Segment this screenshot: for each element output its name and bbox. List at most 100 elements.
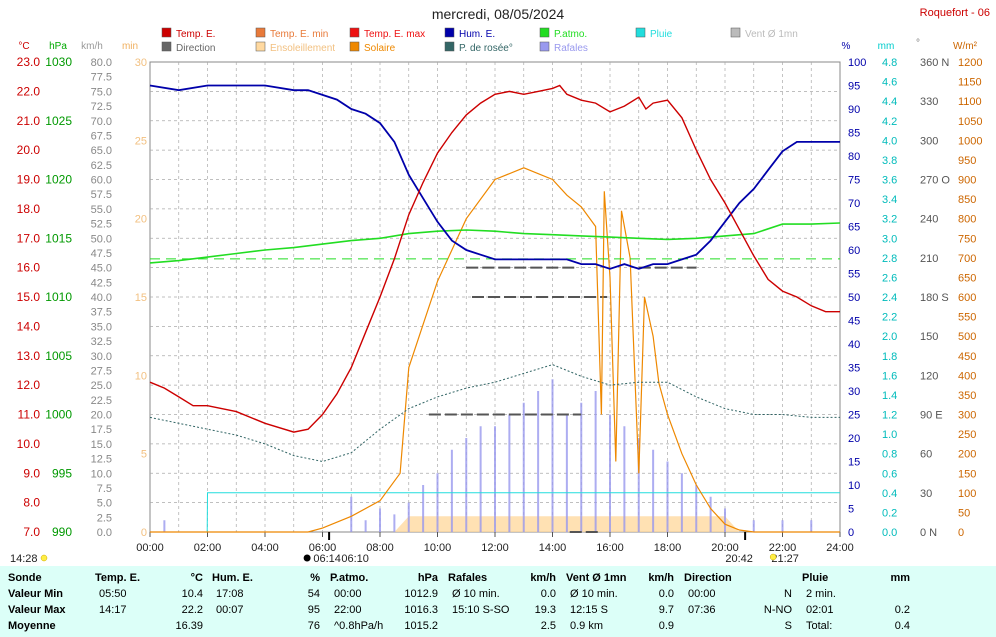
summary-3-2-label: ^0.8hPa/h: [334, 620, 384, 632]
summary-1-0-value: 10.4: [181, 588, 203, 600]
gust-bar-14: [436, 473, 439, 532]
tick-wind-6: 65.0: [91, 145, 112, 157]
summary-1-1-label: 14:17: [99, 604, 127, 616]
unit-sun: min: [122, 41, 138, 52]
tick-temp-6: 17.0: [17, 231, 41, 245]
tick-press-6: 1000: [45, 408, 72, 422]
gust-bar-35: [752, 520, 755, 532]
legend-label-4: P.atmo.: [554, 29, 587, 40]
tick-solar-13: 550: [958, 312, 976, 324]
unit-rain: mm: [878, 41, 895, 52]
legend-label-8: Ensoleillement: [270, 43, 335, 54]
legend-label-0: Temp. E.: [176, 29, 215, 40]
tick-wind-28: 10.0: [91, 468, 112, 480]
tick-temp-0: 23.0: [17, 55, 41, 69]
gust-bar-21: [537, 391, 540, 532]
summary-title-4: Rafales: [448, 572, 488, 584]
tick-hum-17: 15: [848, 457, 860, 469]
summary-table: Sonde Valeur Min Valeur Max Moyenne Temp. E.…: [0, 566, 996, 637]
sunset-time: 20:42: [725, 553, 753, 565]
tick-sun-6: 0: [141, 527, 147, 539]
tick-press-2: 1020: [45, 173, 72, 187]
tick-wind-7: 62.5: [91, 160, 112, 172]
tick-hum-20: 0: [848, 527, 854, 539]
summary-title-0: Sonde: [8, 572, 42, 584]
summary-4-0-value: 0.0: [540, 588, 556, 600]
summary-unit-1: °C: [190, 572, 203, 584]
tick-temp-12: 11.0: [18, 408, 41, 422]
summary-7-2-value: 0.4: [894, 620, 910, 632]
summary-2-1-value: 95: [307, 604, 320, 616]
time-label-10: 20:00: [711, 542, 739, 554]
summary-3-0-label: 00:00: [334, 588, 362, 600]
unit-dir: °: [916, 38, 920, 49]
tick-rain-5: 3.8: [882, 155, 897, 167]
tick-rain-1: 4.6: [882, 77, 897, 89]
summary-title-7: Pluie: [802, 572, 829, 584]
gust-bar-23: [565, 414, 568, 532]
legend-swatch-11: [539, 41, 550, 52]
tick-temp-2: 21.0: [17, 114, 41, 128]
summary-5-0-value: 0.0: [658, 588, 674, 600]
gust-bar-36: [781, 520, 784, 532]
tick-solar-1: 1150: [958, 77, 982, 89]
tick-rain-22: 0.4: [882, 488, 897, 500]
tick-hum-4: 80: [848, 151, 860, 163]
tick-hum-1: 95: [848, 81, 860, 93]
legend-label-10: P. de rosée°: [459, 43, 513, 54]
tick-rain-13: 2.2: [882, 312, 897, 324]
tick-wind-3: 72.5: [91, 101, 112, 113]
tick-dir-9: 90 E: [920, 410, 943, 422]
tick-rain-17: 1.4: [882, 390, 897, 402]
gust-bar-12: [407, 502, 410, 532]
time-label-5: 10:00: [424, 542, 452, 554]
gust-bar-10: [379, 508, 381, 532]
tick-solar-23: 50: [958, 507, 970, 519]
time-label-11: 22:00: [769, 542, 797, 554]
tick-wind-17: 37.5: [91, 307, 112, 319]
legend-swatch-3: [444, 27, 455, 38]
tick-sun-5: 5: [141, 449, 147, 461]
tick-rain-21: 0.6: [882, 468, 897, 480]
summary-7-0-label: 2 min.: [806, 588, 836, 600]
tick-dir-0: 360 N: [920, 57, 949, 69]
tick-solar-3: 1050: [958, 116, 982, 128]
tick-wind-30: 5.0: [97, 498, 112, 510]
legend-label-5: Pluie: [650, 29, 673, 40]
tick-press-4: 1010: [45, 290, 72, 304]
tick-temp-7: 16.0: [17, 261, 41, 275]
gust-bar-32: [695, 485, 698, 532]
sunrise-time: 06:14: [313, 553, 341, 565]
tick-wind-29: 7.5: [97, 483, 112, 495]
summary-6-0-label: 00:00: [688, 588, 716, 600]
tick-sun-0: 30: [135, 57, 147, 69]
gust-bar-18: [494, 426, 496, 532]
tick-rain-4: 4.0: [882, 135, 897, 147]
sun-icon: [40, 554, 48, 562]
tick-wind-4: 70.0: [91, 116, 112, 128]
tick-hum-0: 100: [848, 57, 866, 69]
moonset-time: 21:27: [771, 553, 799, 565]
tick-wind-8: 60.0: [91, 175, 112, 187]
summary-5-1-label: 12:15 S: [570, 604, 608, 616]
time-label-7: 14:00: [539, 542, 567, 554]
summary-1-2-value: 16.39: [175, 620, 203, 632]
tick-rain-18: 1.2: [882, 410, 897, 422]
gust-bar-37: [810, 520, 813, 532]
tick-solar-10: 700: [958, 253, 976, 265]
tick-dir-10: 60: [920, 449, 932, 461]
left-time: 14:28: [10, 553, 38, 565]
legend-swatch-5: [635, 27, 646, 38]
gust-bar-28: [637, 438, 640, 532]
tick-dir-8: 120: [920, 370, 938, 382]
tick-rain-7: 3.4: [882, 194, 897, 206]
gust-bar-11: [393, 514, 396, 532]
summary-3-0-value: 1012.9: [404, 588, 438, 600]
tick-wind-21: 27.5: [91, 365, 112, 377]
gust-bar-13: [422, 485, 425, 532]
gust-bar-30: [666, 461, 669, 532]
series-humidity: [149, 84, 840, 270]
tick-wind-26: 15.0: [91, 439, 112, 451]
summary-4-1-label: 15:10 S-SO: [452, 604, 510, 616]
tick-wind-18: 35.0: [91, 321, 112, 333]
